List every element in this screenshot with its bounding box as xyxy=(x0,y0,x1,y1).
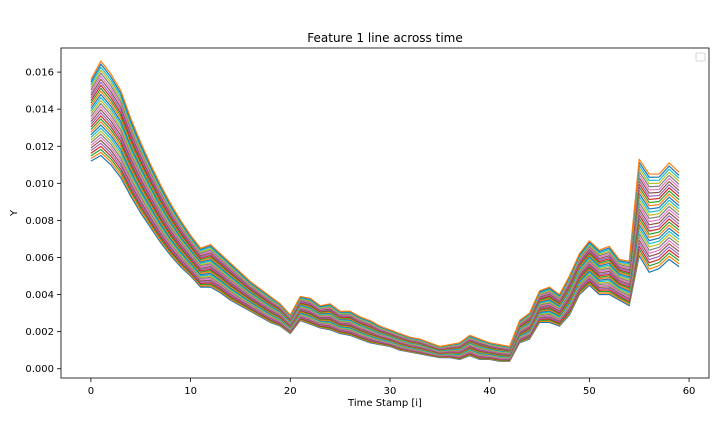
series-line-27 xyxy=(90,75,680,350)
series-line-30 xyxy=(90,66,680,349)
y-tick-label: 0.010 xyxy=(25,179,54,190)
series-line-29 xyxy=(90,69,680,349)
y-tick-label: 0.012 xyxy=(25,142,54,153)
x-tick-label: 10 xyxy=(184,386,197,397)
series-group xyxy=(90,60,680,362)
chart-title: Feature 1 line across time xyxy=(307,31,462,45)
x-tick-label: 60 xyxy=(683,386,696,397)
y-tick-label: 0.016 xyxy=(25,68,54,79)
series-line-32 xyxy=(90,60,680,348)
y-tick-label: 0.008 xyxy=(25,216,54,227)
x-tick-label: 0 xyxy=(88,386,94,397)
x-tick-label: 40 xyxy=(483,386,496,397)
series-line-25 xyxy=(90,81,680,351)
series-line-26 xyxy=(90,78,680,350)
legend-box xyxy=(695,52,706,62)
series-line-31 xyxy=(90,63,680,348)
x-tick-label: 20 xyxy=(284,386,297,397)
y-tick-label: 0.014 xyxy=(25,105,54,116)
y-tick-label: 0.002 xyxy=(25,327,54,338)
series-line-28 xyxy=(90,72,680,349)
y-tick-label: 0.000 xyxy=(25,364,54,375)
y-axis-label: Y xyxy=(9,209,20,217)
x-axis: 0 10 20 30 40 50 60 xyxy=(88,378,696,397)
y-axis: 0.000 0.002 0.004 0.006 0.008 0.010 0.012 0.014… xyxy=(25,68,61,375)
x-axis-label: Time Stamp [i] xyxy=(347,398,422,409)
plot-area-frame xyxy=(60,47,710,379)
x-tick-label: 50 xyxy=(583,386,596,397)
y-tick-label: 0.004 xyxy=(25,290,54,301)
y-tick-label: 0.006 xyxy=(25,253,54,264)
x-tick-label: 30 xyxy=(384,386,397,397)
